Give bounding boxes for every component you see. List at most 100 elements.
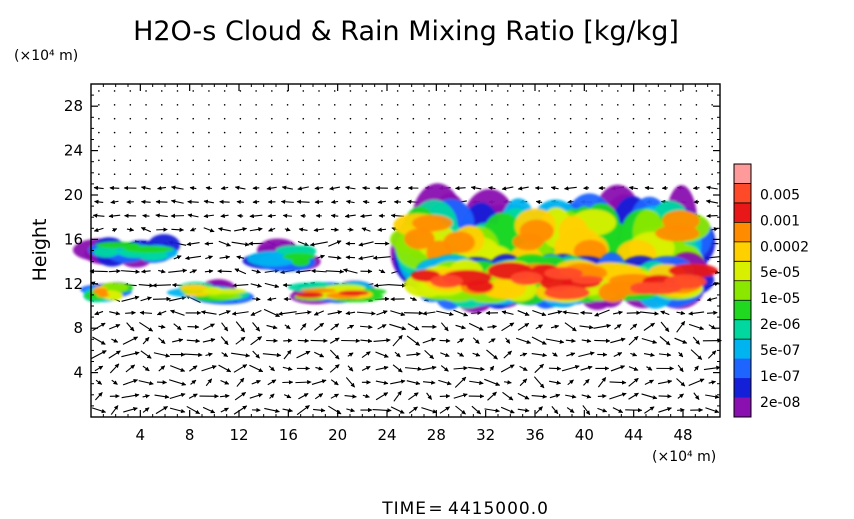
x-tick-label: 20	[328, 426, 347, 444]
wind-vector	[454, 376, 467, 388]
wind-dot	[176, 104, 179, 106]
wind-vector	[111, 338, 119, 343]
wind-vector	[186, 241, 200, 247]
wind-vector	[121, 295, 140, 302]
wind-vector	[377, 324, 387, 330]
wind-vector	[549, 380, 562, 385]
wind-vector	[235, 336, 246, 345]
wind-vector	[565, 394, 577, 399]
wind-dot	[506, 159, 509, 162]
mixing-ratio-field	[72, 183, 718, 313]
wind-dot	[302, 104, 305, 106]
wind-vector	[281, 185, 294, 190]
wind-dot	[208, 159, 210, 162]
wind-dot	[506, 173, 509, 175]
wind-dot	[695, 117, 698, 120]
wind-vector	[407, 323, 420, 331]
wind-dot	[223, 173, 226, 175]
wind-vector	[489, 365, 495, 372]
wind-vector	[249, 213, 263, 219]
wind-vector	[249, 364, 264, 373]
wind-vector	[403, 310, 424, 316]
wind-vector	[262, 352, 282, 358]
colorbar-label: 0.001	[760, 213, 800, 229]
wind-dot	[585, 104, 588, 106]
field-cloud-mid-11	[287, 280, 387, 305]
wind-dot	[239, 117, 242, 120]
wind-dot	[444, 145, 446, 148]
wind-vector	[251, 379, 261, 385]
y-unit-label: (×10⁴ m)	[14, 48, 78, 64]
wind-vector	[408, 406, 418, 414]
wind-vector	[658, 352, 672, 357]
wind-dot	[333, 145, 336, 148]
wind-dot	[160, 145, 163, 148]
wind-dot	[506, 131, 509, 134]
wind-vector	[315, 366, 324, 371]
wind-vector	[517, 392, 530, 400]
wind-vector	[314, 322, 324, 331]
field-patch	[338, 290, 369, 296]
wind-dot	[223, 90, 226, 92]
wind-dot	[679, 145, 682, 148]
wind-dot	[648, 145, 651, 148]
x-unit-label: (×10⁴ m)	[652, 449, 716, 465]
wind-vector	[628, 392, 639, 400]
wind-vector	[173, 323, 182, 331]
wind-vector	[373, 338, 391, 343]
wind-dot	[192, 159, 195, 162]
wind-dot	[381, 145, 383, 148]
wind-vector	[472, 352, 481, 357]
wind-vector	[362, 393, 370, 399]
wind-vector	[267, 296, 277, 302]
wind-vector	[565, 338, 576, 343]
wind-vector	[628, 366, 639, 371]
wind-vector	[440, 352, 450, 357]
y-tick-label: 12	[64, 275, 83, 293]
wind-vector	[232, 283, 249, 288]
wind-dot	[711, 90, 713, 92]
wind-dot	[601, 145, 603, 148]
wind-dot	[554, 104, 556, 106]
wind-vector	[108, 213, 121, 219]
wind-vector	[644, 406, 655, 414]
wind-vector	[91, 350, 107, 359]
wind-dot	[318, 173, 320, 175]
wind-dot	[506, 145, 509, 148]
wind-dot	[113, 90, 116, 92]
wind-vector	[488, 338, 496, 344]
wind-vector	[375, 365, 389, 371]
wind-vector	[158, 324, 166, 329]
wind-dot	[711, 131, 713, 134]
wind-dot	[711, 173, 713, 175]
wind-vector	[531, 394, 548, 399]
wind-vector	[705, 199, 719, 204]
y-axis: 4 8 12 16 20 24 28	[64, 94, 720, 407]
y-tick-label: 20	[64, 186, 83, 204]
wind-dot	[506, 104, 509, 106]
wind-vector	[296, 350, 311, 359]
wind-vector	[377, 227, 387, 232]
wind-vector	[264, 407, 280, 413]
wind-dot	[318, 90, 320, 92]
wind-vector	[330, 199, 339, 205]
wind-dot	[585, 131, 588, 134]
wind-dot	[522, 131, 525, 134]
field-patch	[92, 287, 108, 295]
wind-dot	[381, 104, 383, 106]
wind-vector	[126, 227, 135, 232]
wind-vector	[532, 309, 547, 317]
wind-vector	[347, 352, 354, 357]
wind-dot	[679, 117, 682, 120]
wind-dot	[664, 159, 666, 162]
wind-vector	[453, 309, 469, 317]
wind-dot	[333, 104, 336, 106]
wind-vector	[344, 213, 356, 219]
wind-dot	[522, 117, 525, 120]
wind-dot	[412, 90, 415, 92]
wind-dot	[271, 145, 273, 148]
wind-vector	[314, 199, 324, 205]
wind-vector	[221, 352, 229, 358]
time-value: 4415000.0	[448, 499, 549, 519]
wind-vector	[660, 321, 670, 333]
